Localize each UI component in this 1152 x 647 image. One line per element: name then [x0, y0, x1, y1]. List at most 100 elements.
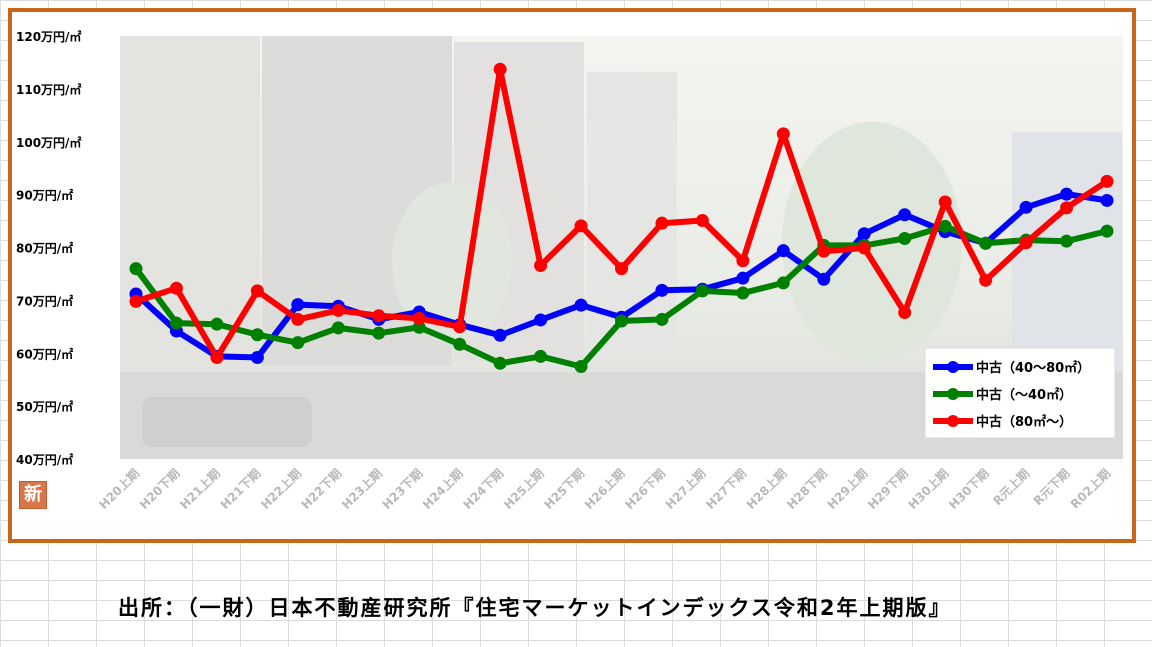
data-point — [1060, 234, 1074, 248]
data-point — [736, 254, 750, 268]
x-tick-label: R元下期 — [1030, 466, 1073, 509]
x-tick-label: H22上期 — [257, 466, 303, 512]
data-point — [210, 317, 224, 331]
legend-swatch-marker — [947, 415, 959, 427]
data-point — [129, 262, 143, 276]
data-point — [615, 314, 628, 328]
data-point — [453, 320, 467, 334]
y-tick-label: 100万円/㎡ — [16, 135, 81, 150]
data-point — [736, 271, 750, 285]
data-point — [776, 127, 790, 141]
legend-label: 中古（80㎡～） — [976, 414, 1072, 430]
series-layer — [129, 62, 1114, 373]
x-tick-label: H30上期 — [905, 466, 951, 512]
y-tick-label: 120万円/㎡ — [16, 29, 81, 44]
legend-label: 中古（40～80㎡） — [976, 360, 1090, 376]
data-point — [534, 258, 548, 272]
data-point — [291, 336, 305, 350]
data-point — [857, 227, 871, 241]
x-tick-label: H24下期 — [460, 466, 506, 512]
x-tick-label: H23上期 — [338, 466, 384, 512]
data-point — [736, 286, 750, 300]
data-point — [331, 321, 345, 335]
data-point — [331, 303, 345, 317]
data-point — [1100, 193, 1114, 207]
data-point — [169, 281, 183, 295]
x-tick-label: H23下期 — [379, 466, 425, 512]
x-tick-label: H24上期 — [419, 466, 465, 512]
legend-label: 中古（～40㎡） — [976, 387, 1072, 403]
y-tick-label: 80万円/㎡ — [16, 241, 73, 256]
data-point — [938, 219, 952, 233]
x-tick-label: H29下期 — [864, 466, 910, 512]
x-tick-label: H22下期 — [298, 466, 344, 512]
y-tick-label: 40万円/㎡ — [16, 452, 73, 467]
data-point — [898, 306, 912, 320]
x-tick-label: H30下期 — [945, 466, 991, 512]
data-point — [493, 62, 507, 76]
data-point — [695, 284, 709, 298]
x-tick-label: H28下期 — [783, 466, 829, 512]
data-point — [129, 294, 143, 308]
new-badge: 新 — [19, 481, 47, 509]
data-point — [1019, 236, 1033, 250]
data-point — [250, 328, 264, 342]
data-point — [938, 195, 952, 209]
line-chart: 120万円/㎡ 110万円/㎡ 100万円/㎡ 90万円/㎡ 80万円/㎡ 70万円/㎡ 6… — [16, 29, 1123, 512]
data-point — [372, 309, 386, 323]
data-point — [250, 350, 264, 364]
data-point — [817, 272, 831, 286]
x-tick-label: H28上期 — [743, 466, 789, 512]
x-tick-label: R02上期 — [1067, 466, 1113, 512]
y-tick-label: 50万円/㎡ — [16, 399, 73, 414]
data-point — [574, 359, 588, 373]
data-point — [979, 236, 993, 250]
data-point — [898, 208, 912, 222]
data-point — [1060, 201, 1074, 215]
data-point — [210, 350, 224, 364]
x-tick-label: H26上期 — [581, 466, 627, 512]
data-point — [453, 337, 467, 351]
data-point — [291, 298, 305, 312]
x-tick-label: H27下期 — [703, 466, 749, 512]
data-point — [615, 262, 628, 276]
data-point — [655, 283, 669, 297]
data-point — [655, 312, 669, 326]
data-point — [574, 298, 588, 312]
data-point — [412, 311, 426, 325]
y-tick-label: 90万円/㎡ — [16, 188, 73, 203]
data-point — [493, 356, 507, 370]
x-tick-label: H27上期 — [662, 466, 708, 512]
y-tick-label: 110万円/㎡ — [16, 82, 81, 97]
chart-frame: 120万円/㎡ 110万円/㎡ 100万円/㎡ 90万円/㎡ 80万円/㎡ 70万円/㎡ 6… — [8, 8, 1136, 543]
legend-swatch-marker — [947, 361, 959, 373]
data-point — [372, 326, 386, 340]
x-tick-label: H29上期 — [824, 466, 870, 512]
x-tick-label: H25下期 — [541, 466, 587, 512]
data-point — [695, 214, 709, 228]
y-tick-label: 70万円/㎡ — [16, 293, 73, 308]
data-point — [250, 284, 264, 298]
x-tick-label: H21下期 — [217, 466, 263, 512]
data-point — [857, 241, 871, 255]
x-axis: H20上期H20下期H21上期H21下期H22上期H22下期H23上期H23下期… — [96, 466, 1113, 512]
data-point — [979, 273, 993, 287]
data-point — [1060, 187, 1074, 201]
data-point — [898, 232, 912, 246]
x-tick-label: H25上期 — [500, 466, 546, 512]
data-point — [493, 328, 507, 342]
y-axis: 120万円/㎡ 110万円/㎡ 100万円/㎡ 90万円/㎡ 80万円/㎡ 70万円/㎡ 6… — [16, 29, 81, 467]
x-tick-label: R元上期 — [990, 466, 1033, 509]
legend-swatch-marker — [947, 388, 959, 400]
data-point — [412, 320, 426, 334]
data-point — [1019, 200, 1033, 214]
data-point — [574, 219, 588, 233]
data-point — [776, 276, 790, 290]
x-tick-label: H20下期 — [136, 466, 182, 512]
data-point — [1100, 224, 1114, 238]
data-point — [1100, 174, 1114, 188]
data-point — [776, 244, 790, 258]
data-point — [169, 316, 183, 330]
x-tick-label: H26下期 — [622, 466, 668, 512]
source-caption: 出所：（一財）日本不動産研究所『住宅マーケットインデックス令和2年上期版』 — [118, 596, 952, 620]
